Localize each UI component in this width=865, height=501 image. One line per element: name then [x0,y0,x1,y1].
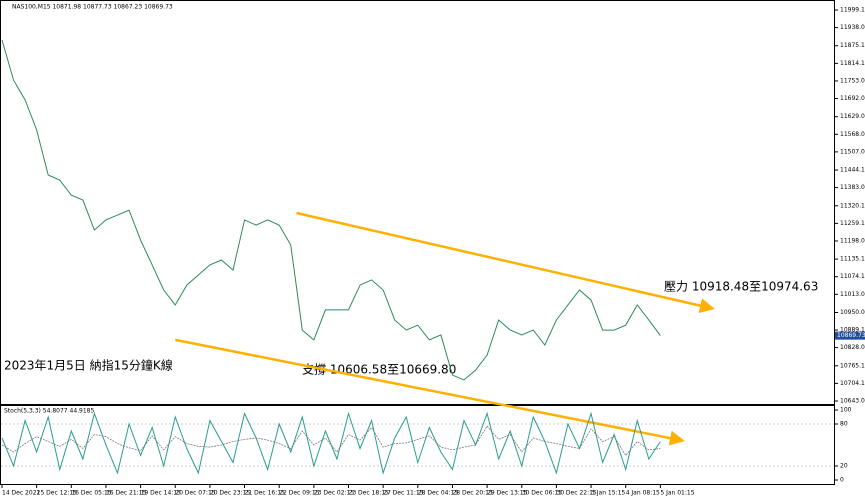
x-tick-label: 21 Dec 16:15 [245,490,286,497]
x-tick-label: 4 Jan 08:15 [626,490,660,497]
x-tick-label: 28 Dec 20:15 [452,490,493,497]
y-tick-label: 80 [840,421,848,428]
y-tick-label: 11938.05 [840,24,865,31]
trend-line [296,211,715,313]
y-tick-label: 20 [840,463,848,470]
x-tick-label: 20 Dec 07:15 [175,490,216,497]
x-tick-label: 28 Dec 04:15 [418,490,459,497]
series-line [1,411,661,475]
last-price-label: 10869.73 [837,332,865,339]
x-tick-label: 14 Dec 2022 [2,490,41,497]
y-tick-label: 11135.15 [840,256,865,263]
y-tick-label: 11999.10 [840,7,865,14]
stoch-panel [0,405,835,485]
x-tick-label: 27 Dec 11:15 [383,490,424,497]
y-tick-label: 11198.05 [840,237,865,244]
y-tick-label: 11568.00 [840,131,865,138]
y-tick-label: 10828.05 [840,344,865,351]
x-tick-label: 3 Jan 15:15 [591,490,625,497]
y-tick-label: 11692.00 [840,95,865,102]
y-tick-label: 11875.15 [840,42,865,49]
price-title: NAS100,M15 10871.98 10877.73 10867.23 10… [12,4,173,11]
y-tick-label: 11259.10 [840,220,865,227]
y-tick-label: 11444.10 [840,167,865,174]
chart-caption: 2023年1月5日 納指15分鐘K線 [4,358,173,373]
x-tick-label: 22 Dec 09:15 [279,490,320,497]
x-tick-label: 5 Jan 01:15 [660,490,694,497]
y-tick-label: 11753.05 [840,77,865,84]
y-tick-label: 0 [840,477,844,484]
last-price-tag [835,331,865,340]
y-tick-label: 11383.05 [840,184,865,191]
x-tick-label: 20 Dec 23:15 [210,490,251,497]
y-tick-label: 11629.00 [840,113,865,120]
y-tick-label: 11074.10 [840,273,865,280]
x-tick-label: 16 Dec 05:15 [71,490,112,497]
price-panel [0,0,835,405]
x-tick-label: 23 Dec 02:15 [314,490,355,497]
x-tick-label: 23 Dec 18:15 [349,490,390,497]
y-tick-label: 11013.05 [840,291,865,298]
y-tick-label: 10765.15 [840,362,865,369]
y-tick-label: 10643.05 [840,397,865,404]
y-tick-label: 100 [840,407,852,414]
series-line [1,39,661,381]
x-tick-label: 16 Dec 21:15 [106,490,147,497]
y-tick-label: 11507.00 [840,148,865,155]
y-tick-label: 10704.10 [840,380,865,387]
x-tick-label: 29 Dec 13:15 [487,490,528,497]
y-tick-label: 11814.10 [840,60,865,67]
x-tick-label: 30 Dec 22:15 [556,490,597,497]
resistance-label: 壓力 10918.48至10974.63 [664,280,818,294]
y-tick-label: 10889.10 [840,327,865,334]
x-tick-label: 15 Dec 12:15 [37,490,78,497]
x-tick-label: 30 Dec 06:15 [522,490,563,497]
stoch-title: Stoch(5,3,3) 54.8077 44.9185 [4,408,95,415]
series-line [1,425,661,457]
x-tick-label: 19 Dec 14:15 [141,490,182,497]
y-tick-label: 11320.15 [840,202,865,209]
y-tick-label: 10950.00 [840,309,865,316]
trend-line [175,338,685,446]
